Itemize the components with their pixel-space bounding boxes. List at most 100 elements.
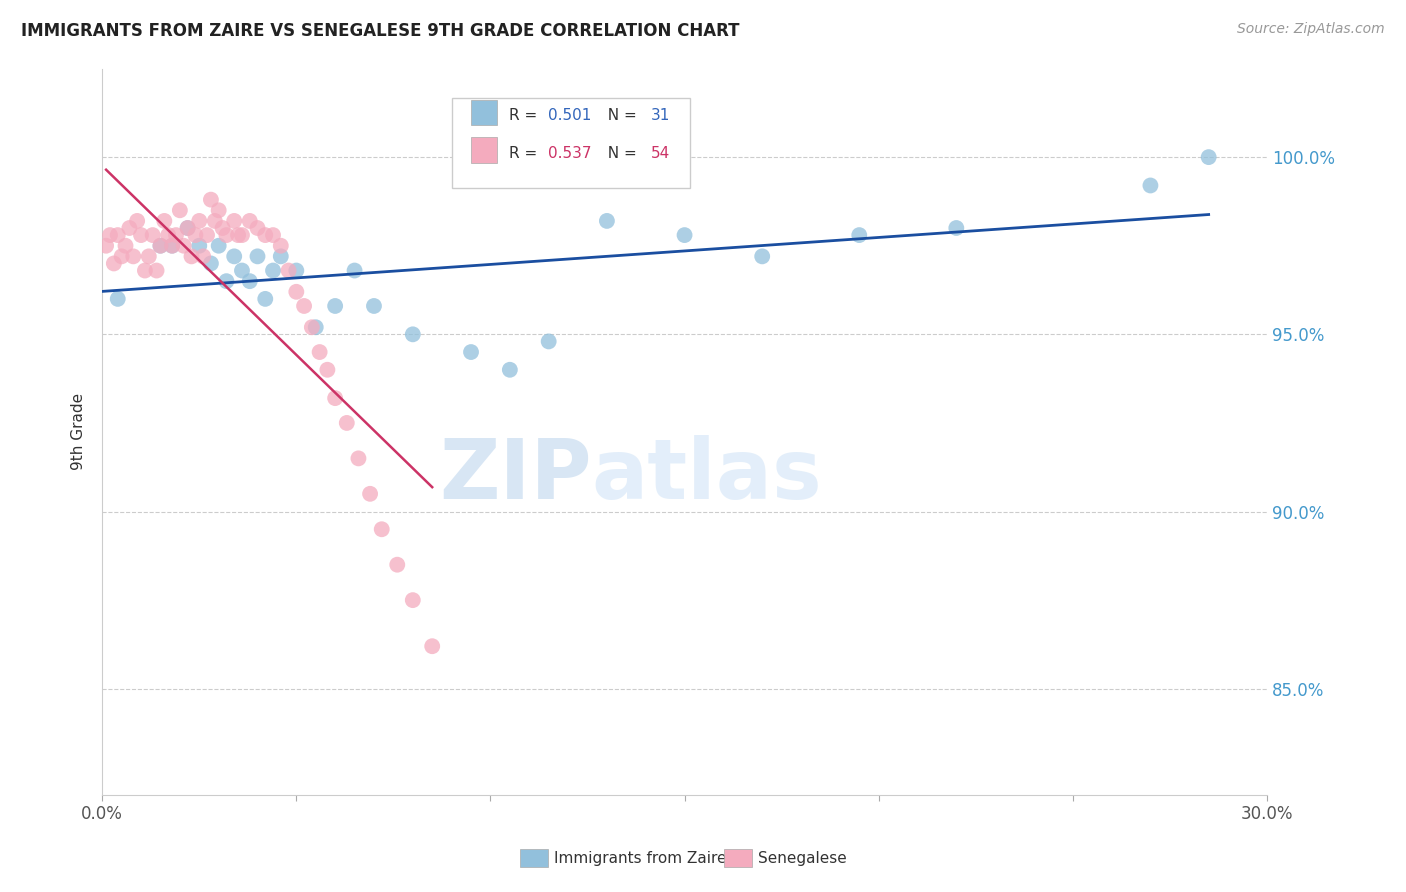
Point: [107, 292, 129, 306]
Point: [118, 221, 141, 235]
Point: [200, 256, 222, 270]
Point: [239, 214, 262, 228]
Point: [323, 391, 346, 405]
Point: [157, 228, 180, 243]
Point: [596, 214, 619, 228]
Point: [169, 203, 191, 218]
Point: [1139, 178, 1161, 193]
Point: [160, 238, 183, 252]
Point: [138, 249, 160, 263]
Point: [111, 249, 134, 263]
Point: [226, 228, 249, 243]
Point: [145, 263, 167, 277]
Text: atlas: atlas: [592, 435, 823, 516]
Point: [149, 238, 172, 252]
Point: [176, 221, 198, 235]
Point: [231, 263, 253, 277]
Point: [945, 221, 967, 235]
Point: [208, 203, 231, 218]
Point: [188, 238, 211, 252]
Text: 0.501: 0.501: [548, 108, 592, 123]
Point: [305, 320, 328, 334]
FancyBboxPatch shape: [451, 97, 690, 188]
Point: [180, 249, 202, 263]
FancyBboxPatch shape: [471, 137, 498, 163]
Point: [188, 214, 211, 228]
Y-axis label: 9th Grade: 9th Grade: [72, 393, 86, 470]
Point: [200, 193, 222, 207]
Point: [363, 299, 385, 313]
Point: [460, 345, 482, 359]
Point: [308, 345, 330, 359]
Point: [173, 238, 195, 252]
Point: [239, 274, 262, 288]
Point: [142, 228, 165, 243]
Point: [262, 263, 284, 277]
Point: [323, 299, 346, 313]
Point: [277, 263, 299, 277]
Point: [673, 228, 696, 243]
Point: [270, 249, 292, 263]
Text: ZIP: ZIP: [439, 435, 592, 516]
Point: [204, 214, 226, 228]
Point: [184, 228, 207, 243]
Point: [246, 221, 269, 235]
Point: [347, 451, 370, 466]
Text: 31: 31: [651, 108, 671, 123]
Point: [371, 522, 394, 536]
Point: [316, 363, 339, 377]
Point: [160, 238, 183, 252]
Point: [211, 221, 233, 235]
Point: [165, 228, 187, 243]
Point: [343, 263, 366, 277]
Point: [224, 214, 246, 228]
Text: Immigrants from Zaire: Immigrants from Zaire: [554, 851, 727, 865]
Text: IMMIGRANTS FROM ZAIRE VS SENEGALESE 9TH GRADE CORRELATION CHART: IMMIGRANTS FROM ZAIRE VS SENEGALESE 9TH …: [21, 22, 740, 40]
Point: [149, 238, 172, 252]
Point: [1198, 150, 1220, 164]
Point: [98, 228, 121, 243]
Point: [336, 416, 359, 430]
Point: [191, 249, 214, 263]
Point: [402, 327, 425, 342]
Point: [114, 238, 136, 252]
Point: [359, 487, 381, 501]
Point: [285, 263, 308, 277]
Point: [848, 228, 870, 243]
Point: [129, 228, 152, 243]
Point: [499, 363, 522, 377]
Point: [127, 214, 149, 228]
Point: [103, 256, 125, 270]
Point: [402, 593, 425, 607]
Point: [215, 228, 238, 243]
Point: [262, 228, 284, 243]
Text: N =: N =: [599, 146, 643, 161]
Point: [231, 228, 253, 243]
Point: [387, 558, 409, 572]
Text: R =: R =: [509, 146, 541, 161]
Point: [292, 299, 315, 313]
Point: [254, 292, 277, 306]
Text: Source: ZipAtlas.com: Source: ZipAtlas.com: [1237, 22, 1385, 37]
Point: [254, 228, 277, 243]
Point: [153, 214, 176, 228]
Text: R =: R =: [509, 108, 541, 123]
Point: [195, 228, 218, 243]
Point: [122, 249, 145, 263]
Point: [751, 249, 773, 263]
Text: 0.537: 0.537: [548, 146, 592, 161]
Text: Senegalese: Senegalese: [758, 851, 846, 865]
Point: [94, 238, 117, 252]
Point: [208, 238, 231, 252]
Point: [301, 320, 323, 334]
Point: [215, 274, 238, 288]
Point: [420, 639, 443, 653]
Point: [107, 228, 129, 243]
Text: 54: 54: [651, 146, 671, 161]
Point: [224, 249, 246, 263]
Text: N =: N =: [599, 108, 643, 123]
Point: [537, 334, 560, 349]
FancyBboxPatch shape: [471, 100, 498, 125]
Point: [270, 238, 292, 252]
Point: [134, 263, 156, 277]
